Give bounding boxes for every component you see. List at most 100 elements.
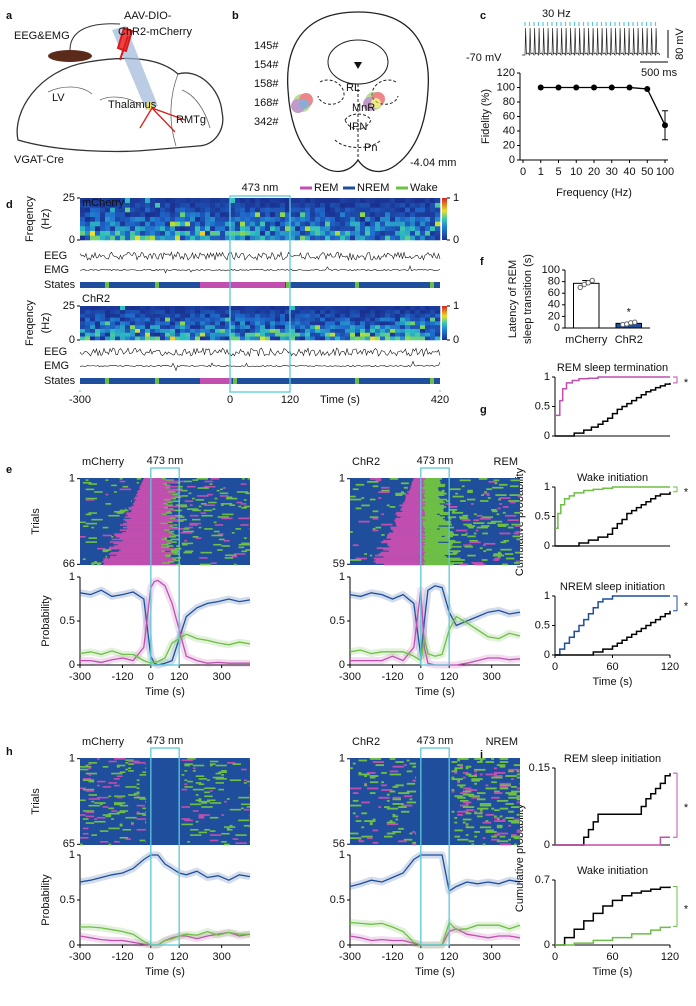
spectrogram-cell xyxy=(320,235,325,240)
spectrogram-cell xyxy=(315,329,320,333)
spectrogram-cell xyxy=(350,332,355,336)
spectrogram-cell xyxy=(95,317,100,321)
raster-state xyxy=(142,771,146,773)
spectrogram-cell xyxy=(335,314,340,318)
raster-state xyxy=(103,535,112,537)
state-wake xyxy=(355,282,359,288)
spectrogram-cell xyxy=(160,198,165,203)
spectrogram-cell xyxy=(355,212,360,217)
raster-state xyxy=(353,488,359,490)
spectrogram-cell xyxy=(105,336,110,340)
spectrogram-cell xyxy=(365,231,370,236)
raster-state xyxy=(387,808,398,810)
spectrogram-cell xyxy=(375,321,380,325)
spectrogram-cell xyxy=(290,325,295,329)
spectrogram-cell xyxy=(100,314,105,318)
raster-state xyxy=(407,783,416,785)
spectrogram-cell xyxy=(160,231,165,236)
raster-state xyxy=(474,533,477,535)
spectrogram-cell xyxy=(180,329,185,333)
raster-state xyxy=(241,551,247,553)
trace-label: EEG xyxy=(44,346,67,358)
spectrogram-cell xyxy=(155,198,160,203)
spectrogram-cell xyxy=(380,314,385,318)
spectrogram-cell xyxy=(150,332,155,336)
raster-state xyxy=(89,794,98,796)
spectrogram-cell xyxy=(260,231,265,236)
spectrogram-cell xyxy=(430,314,435,318)
spectrogram-cell xyxy=(275,321,280,325)
raster-state xyxy=(91,834,97,836)
raster-state xyxy=(393,786,399,788)
spectrogram-cell xyxy=(220,310,225,314)
raster-state xyxy=(517,774,520,776)
spectrogram-cell xyxy=(290,235,295,240)
y-tick-label: 20 xyxy=(548,310,560,322)
spectrogram-cell xyxy=(325,325,330,329)
trace-label: EMG xyxy=(44,264,69,276)
spectrogram-cell xyxy=(230,198,235,203)
spectrogram-cell xyxy=(275,235,280,240)
spectrogram-cell xyxy=(310,317,315,321)
raster-state xyxy=(182,774,185,776)
spectrogram-cell xyxy=(80,310,85,314)
spectrogram-cell xyxy=(410,332,415,336)
spectrogram-cell xyxy=(240,336,245,340)
spectrogram-cell xyxy=(275,317,280,321)
spectrogram-cell xyxy=(230,336,235,340)
spectrogram-cell xyxy=(305,203,310,208)
spectrogram-cell xyxy=(275,325,280,329)
raster-state xyxy=(480,774,483,776)
spectrogram-cell xyxy=(430,198,435,203)
spectrogram-cell xyxy=(100,235,105,240)
raster-state xyxy=(168,502,173,504)
spectrogram-cell xyxy=(195,212,200,217)
panel-letter: g xyxy=(480,404,487,416)
spectrogram-cell xyxy=(140,314,145,318)
spectrogram-cell xyxy=(360,217,365,222)
spectrogram-cell xyxy=(230,321,235,325)
spectrogram-cell xyxy=(290,332,295,336)
raster-state xyxy=(229,504,235,506)
raster-state xyxy=(454,829,463,831)
raster-state xyxy=(491,777,502,779)
spectrogram-cell xyxy=(305,317,310,321)
spectrogram-cell xyxy=(300,332,305,336)
spectrogram-cell xyxy=(295,221,300,226)
raster-state xyxy=(393,766,404,768)
spectrogram-cell xyxy=(125,231,130,236)
spectrogram-cell xyxy=(405,336,410,340)
spectrogram-cell xyxy=(345,321,350,325)
spectrogram-cell xyxy=(155,325,160,329)
spectrogram-cell xyxy=(155,329,160,333)
raster-state xyxy=(89,537,98,539)
spectrogram-cell xyxy=(305,321,310,325)
spectrogram-cell xyxy=(125,306,130,310)
spectrogram-cell xyxy=(190,203,195,208)
spectrogram-cell xyxy=(240,310,245,314)
raster-state xyxy=(381,781,384,783)
axis-line xyxy=(555,768,670,845)
y-tick-label: 80 xyxy=(548,276,560,288)
raster-state xyxy=(384,564,425,566)
spectrogram-cell xyxy=(365,317,370,321)
spectrogram-cell xyxy=(80,325,85,329)
spectrogram-cell xyxy=(345,212,350,217)
spectrogram-cell xyxy=(320,336,325,340)
spectrogram-cell xyxy=(295,198,300,203)
spectrogram-cell xyxy=(350,310,355,314)
spectrogram-cell xyxy=(175,235,180,240)
raster-state xyxy=(353,544,359,546)
spectrogram-cell xyxy=(120,217,125,222)
spectrogram-cell xyxy=(140,336,145,340)
spectrogram-cell xyxy=(385,332,390,336)
spectrogram-cell xyxy=(150,207,155,212)
spectrogram-cell xyxy=(230,306,235,310)
spectrogram-cell xyxy=(305,212,310,217)
raster-state xyxy=(111,536,113,538)
spectrogram-cell xyxy=(190,235,195,240)
spectrogram-cell xyxy=(90,310,95,314)
raster-state xyxy=(370,555,372,557)
spectrogram-cell xyxy=(350,317,355,321)
raster-state xyxy=(407,760,410,762)
